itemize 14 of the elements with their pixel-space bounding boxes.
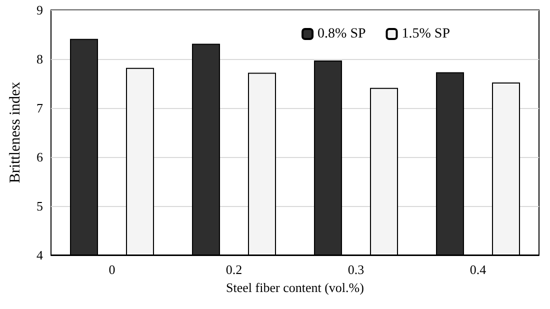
legend-label: 0.8% SP (318, 26, 366, 42)
x-tick-label: 0.3 (348, 262, 364, 277)
y-tick-label: 5 (36, 198, 43, 214)
y-tick-label: 6 (36, 150, 44, 164)
x-axis-title: Steel fiber content (vol.%) (226, 280, 364, 295)
y-tick-label: 7 (36, 100, 44, 116)
y-axis-title: Brittleness index (8, 81, 24, 184)
y-tick-label: 9 (36, 2, 43, 18)
y-tick-label: 4 (36, 248, 44, 262)
x-tick-label: 0.2 (226, 262, 242, 277)
legend-label: 1.5% SP (402, 26, 450, 42)
y-tick-label: 8 (36, 52, 43, 66)
x-tick-label: 0 (108, 262, 116, 277)
x-tick-label: 0.4 (470, 262, 487, 277)
